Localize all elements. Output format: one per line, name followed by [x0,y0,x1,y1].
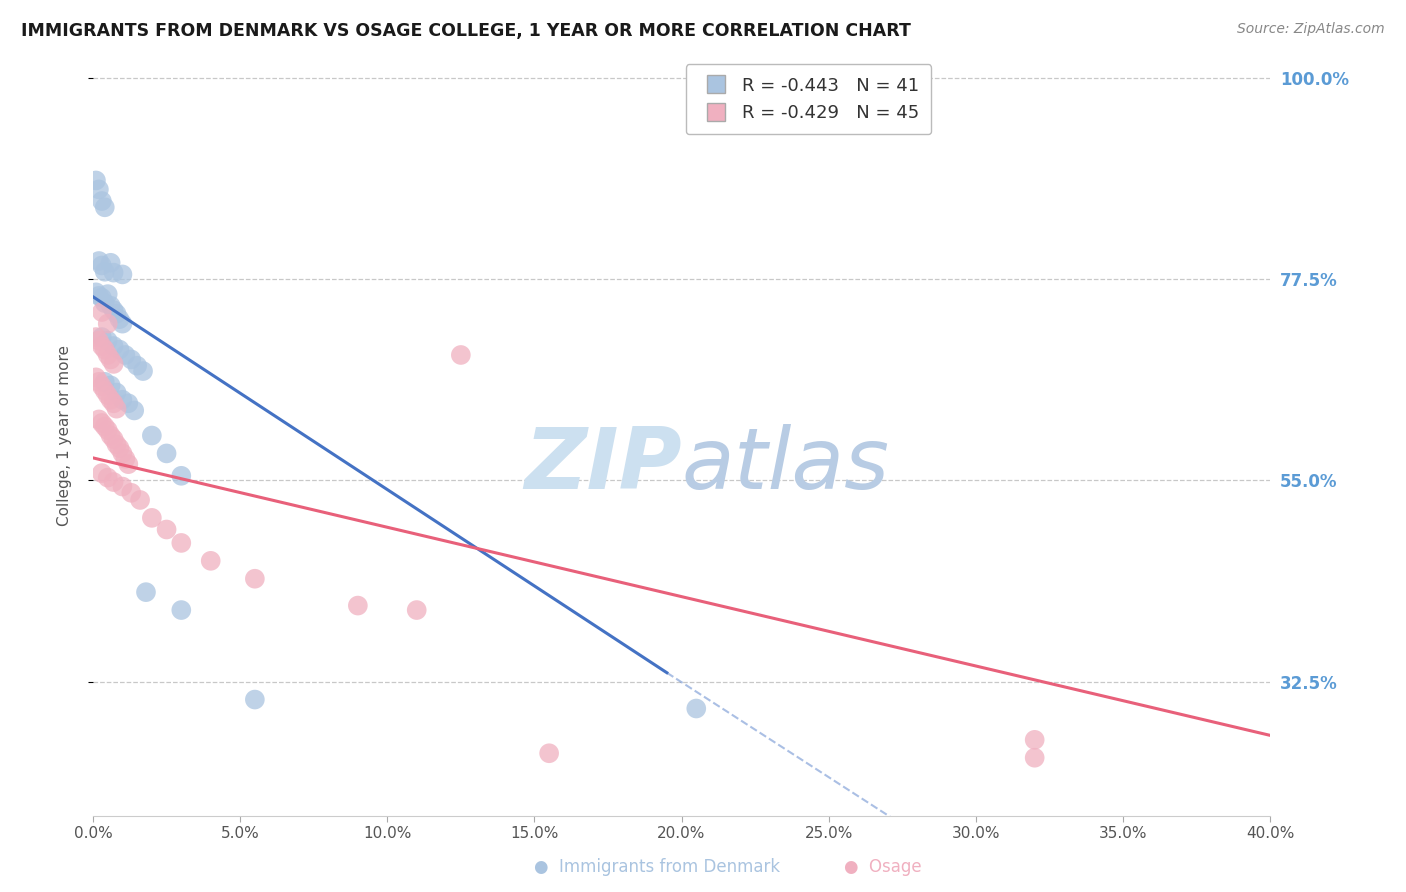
Point [87,412,110,426]
Text: IMMIGRANTS FROM DENMARK VS OSAGE COLLEGE, 1 YEAR OR MORE CORRELATION CHART: IMMIGRANTS FROM DENMARK VS OSAGE COLLEGE… [21,22,911,40]
Point [90,466,112,480]
Point [90,330,112,344]
Point [170,536,193,550]
Point [103,266,125,280]
Point [127,359,149,373]
Point [87,334,110,348]
Point [97,348,120,362]
Point [94,200,117,214]
Y-axis label: College, 1 year or more: College, 1 year or more [58,345,72,526]
Point [87,375,110,389]
Text: ZIP: ZIP [524,425,682,508]
Point [87,254,110,268]
Point [94,375,117,389]
Point [90,379,112,393]
Legend: R = -0.443   N = 41, R = -0.429   N = 45: R = -0.443 N = 41, R = -0.429 N = 45 [686,64,932,135]
Point [108,441,131,455]
Text: ●  Immigrants from Denmark: ● Immigrants from Denmark [534,858,780,876]
Point [103,303,125,318]
Text: Source: ZipAtlas.com: Source: ZipAtlas.com [1237,22,1385,37]
Point [100,392,122,407]
Point [141,511,163,525]
Point [90,339,112,353]
Point [1024,750,1046,764]
Point [170,603,193,617]
Point [90,305,112,319]
Point [103,339,125,353]
Point [141,428,163,442]
Point [97,317,120,331]
Point [94,419,117,434]
Point [97,470,120,484]
Point [117,396,139,410]
Point [170,468,193,483]
Point [111,317,134,331]
Point [103,432,125,446]
Point [90,259,112,273]
Text: atlas: atlas [682,425,890,508]
Point [129,492,152,507]
Point [155,446,177,460]
Point [94,343,117,357]
Point [111,268,134,282]
Point [87,289,110,303]
Point [120,485,142,500]
Point [105,307,128,321]
Point [105,401,128,416]
Point [97,334,120,348]
Point [122,403,145,417]
Point [685,701,707,715]
Point [111,392,134,407]
Point [90,416,112,430]
Point [155,523,177,537]
Point [97,287,120,301]
Point [105,437,128,451]
Point [117,457,139,471]
Point [100,352,122,367]
Point [450,348,472,362]
Point [94,384,117,398]
Point [120,352,142,367]
Point [84,370,107,384]
Point [87,182,110,196]
Point [103,475,125,489]
Point [90,194,112,208]
Point [108,312,131,326]
Point [84,285,107,300]
Point [103,357,125,371]
Point [114,348,136,362]
Point [108,343,131,357]
Point [347,599,370,613]
Point [100,299,122,313]
Point [1024,732,1046,747]
Point [405,603,427,617]
Point [111,479,134,493]
Point [94,265,117,279]
Point [114,451,136,466]
Point [84,330,107,344]
Point [100,378,122,392]
Point [100,256,122,270]
Text: ●  Osage: ● Osage [844,858,921,876]
Point [243,572,266,586]
Point [200,554,222,568]
Point [103,396,125,410]
Point [90,291,112,305]
Point [243,692,266,706]
Point [132,364,155,378]
Point [94,296,117,310]
Point [100,428,122,442]
Point [97,423,120,437]
Point [97,388,120,402]
Point [105,385,128,400]
Point [538,746,561,760]
Point [111,446,134,460]
Point [84,173,107,187]
Point [135,585,157,599]
